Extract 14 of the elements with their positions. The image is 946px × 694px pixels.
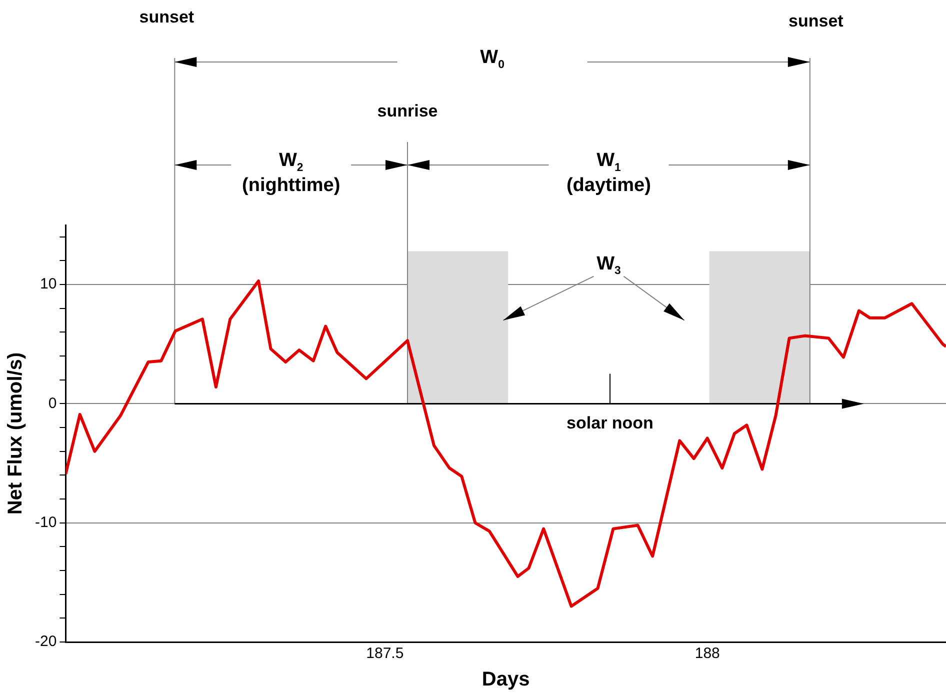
ref-line-label: sunrise (377, 102, 438, 121)
annotation: solar noon (566, 413, 654, 432)
y-tick-label: -20 (34, 633, 57, 650)
ref-line-label: sunset (139, 8, 194, 27)
y-tick-label: 10 (40, 276, 57, 293)
x-tick-label: 187.5 (366, 645, 404, 662)
y-axis-title: Net Flux (umol/s) (4, 352, 27, 515)
y-tick-label: -10 (34, 514, 57, 531)
x-tick-label: 188 (694, 645, 720, 662)
x-axis-title: Days (482, 668, 530, 691)
ref-line-label: sunset (788, 12, 844, 31)
text: (nighttime) (242, 175, 340, 196)
y-tick-label: 0 (48, 394, 57, 412)
text: (daytime) (566, 175, 651, 196)
